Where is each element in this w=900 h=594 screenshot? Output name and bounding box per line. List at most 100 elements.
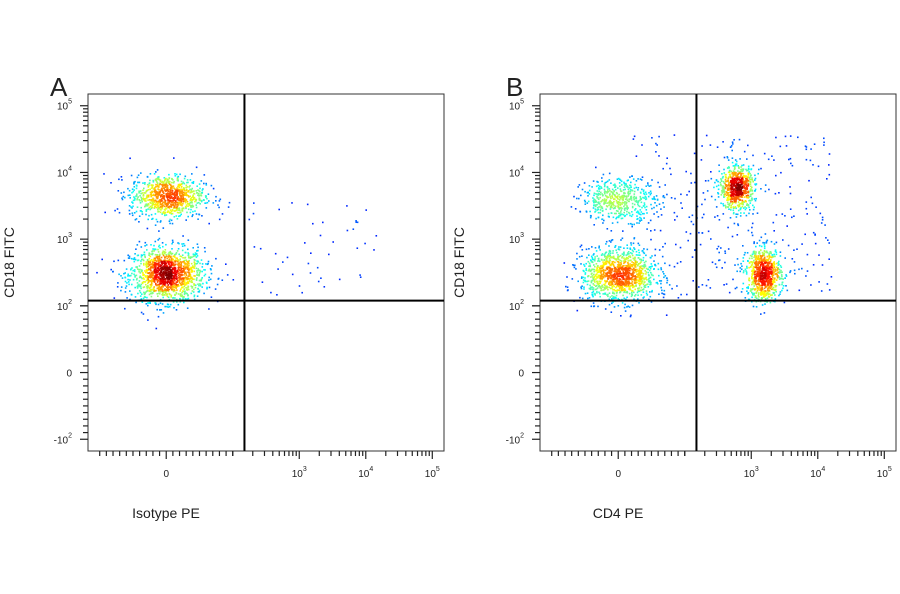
event-dot	[630, 222, 632, 225]
event-dot	[170, 266, 172, 269]
event-dot	[740, 166, 742, 168]
event-dot	[608, 292, 611, 294]
event-dot	[773, 255, 775, 258]
event-dot	[616, 290, 618, 292]
event-dot	[623, 290, 626, 293]
event-dot	[780, 277, 783, 280]
event-dot	[737, 206, 740, 208]
event-dot	[198, 189, 200, 192]
event-dot	[597, 211, 600, 214]
event-dot	[121, 197, 123, 199]
event-dot	[133, 212, 136, 214]
event-dot	[746, 196, 748, 198]
event-dot	[747, 287, 750, 290]
event-dot	[770, 288, 773, 291]
event-dot	[649, 291, 651, 293]
event-dot	[166, 255, 168, 258]
event-dot	[650, 184, 652, 187]
event-dot	[188, 196, 190, 198]
event-dot	[144, 183, 146, 185]
event-dot	[167, 181, 170, 183]
event-dot	[731, 149, 733, 152]
event-dot	[152, 201, 154, 203]
event-dot	[168, 173, 170, 176]
event-dot	[756, 257, 758, 259]
event-dot	[821, 216, 824, 219]
event-dot	[766, 239, 769, 242]
event-dots	[96, 157, 378, 330]
event-dot	[639, 277, 641, 280]
event-dot	[178, 253, 180, 256]
event-dot	[641, 280, 643, 283]
event-dot	[611, 256, 614, 258]
event-dot	[203, 182, 205, 185]
event-dot	[617, 263, 619, 266]
event-dot	[789, 271, 791, 274]
event-dot	[168, 281, 170, 283]
event-dot	[632, 250, 635, 253]
event-dot	[751, 197, 753, 199]
event-dot	[157, 267, 159, 269]
event-dot	[172, 301, 175, 303]
event-dot	[153, 270, 156, 273]
event-dot	[130, 206, 132, 208]
event-dot	[138, 276, 141, 279]
event-dot	[747, 176, 749, 179]
event-dot	[171, 288, 173, 291]
event-dot	[200, 278, 203, 281]
event-dot	[660, 286, 662, 289]
event-dot	[660, 268, 663, 271]
event-dot	[646, 228, 648, 230]
event-dot	[629, 176, 631, 178]
event-dot	[774, 294, 776, 296]
event-dot	[159, 265, 162, 268]
event-dot	[631, 213, 634, 216]
event-dot	[726, 199, 728, 201]
event-dot	[765, 292, 768, 295]
event-dot	[767, 292, 769, 294]
event-dot	[623, 247, 625, 249]
event-dot	[693, 152, 696, 155]
event-dot	[751, 231, 753, 234]
event-dot	[127, 187, 129, 190]
event-dot	[610, 239, 613, 242]
event-dot	[192, 265, 194, 267]
event-dot	[152, 188, 155, 190]
event-dot	[148, 289, 151, 292]
event-dot	[171, 203, 173, 206]
event-dot	[653, 260, 655, 262]
event-dot	[177, 204, 179, 207]
event-dot	[602, 262, 605, 265]
event-dot	[182, 194, 185, 197]
event-dot	[617, 206, 619, 209]
event-dot	[152, 289, 154, 291]
event-dot	[622, 230, 624, 232]
event-dot	[766, 260, 768, 262]
event-dot	[177, 259, 179, 261]
event-dot	[785, 275, 788, 277]
event-dot	[128, 205, 131, 207]
event-dot	[707, 230, 710, 233]
event-dot	[169, 191, 171, 193]
event-dot	[163, 198, 166, 201]
event-dot	[602, 222, 604, 224]
event-dot	[149, 173, 152, 175]
event-dot	[596, 255, 598, 257]
event-dot	[133, 258, 136, 261]
event-dot	[690, 220, 693, 223]
event-dot	[187, 288, 190, 291]
event-dot	[775, 214, 778, 216]
event-dot	[643, 266, 646, 269]
event-dot	[140, 172, 142, 174]
event-dot	[644, 270, 646, 272]
event-dot	[605, 240, 608, 243]
event-dot	[180, 203, 183, 206]
event-dot	[640, 197, 642, 200]
event-dot	[633, 193, 636, 195]
event-dot	[191, 278, 194, 280]
event-dot	[176, 285, 179, 287]
event-dot	[599, 286, 601, 289]
event-dot	[643, 197, 646, 199]
event-dot	[160, 266, 163, 269]
event-dot	[157, 200, 160, 202]
